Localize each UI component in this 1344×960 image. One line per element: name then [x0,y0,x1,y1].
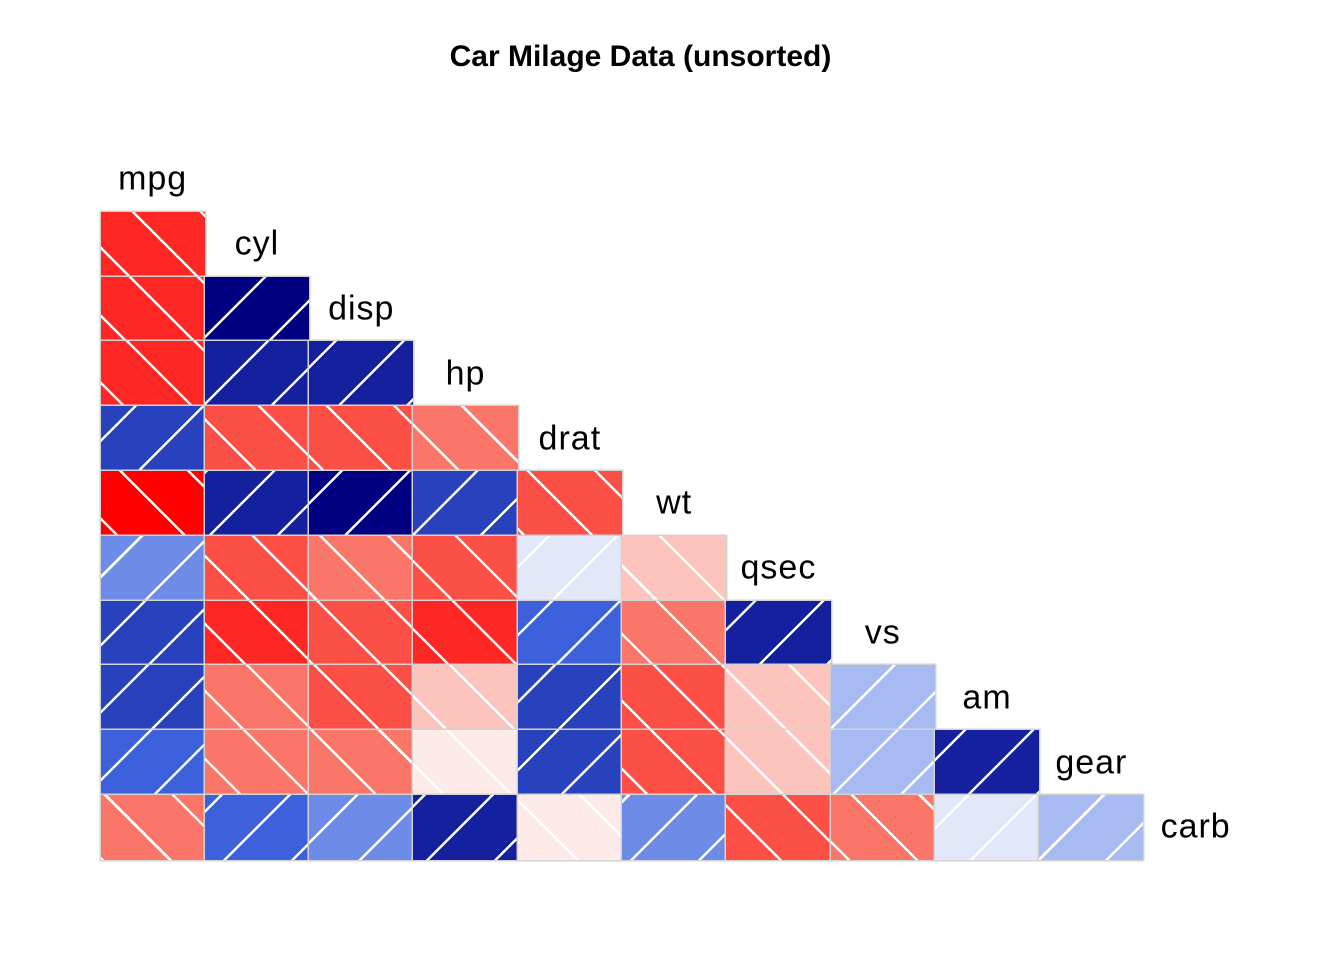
corr-cell-hp-mpg [100,341,205,407]
corr-cell-vs-drat [517,600,622,666]
var-label-drat: drat [538,419,602,458]
corr-cell-vs-cyl [204,600,310,666]
corr-cell-gear-qsec [726,730,831,795]
corr-cell-vs-hp [413,600,518,666]
corr-cell-carb-wt [622,795,727,860]
corr-cell-drat-mpg [100,406,205,471]
corr-cell-am-mpg [100,665,205,731]
corr-cell-disp-mpg [100,276,205,342]
var-label-mpg: mpg [118,159,188,198]
corr-cell-gear-mpg [100,730,205,795]
var-label-carb: carb [1160,807,1231,846]
corr-cell-vs-disp [309,600,414,666]
corr-cell-vs-wt [622,600,727,666]
corr-cell-wt-cyl [204,471,310,536]
corr-cell-drat-cyl [204,406,310,471]
corr-cell-carb-mpg [100,795,205,860]
corr-cell-wt-hp [413,471,518,536]
corr-cell-carb-disp [309,795,414,860]
corr-cell-qsec-drat [517,535,622,601]
corr-cell-drat-hp [413,406,518,471]
corr-cell-gear-vs [830,730,935,795]
corr-cell-gear-cyl [204,730,310,795]
corr-cell-cyl-mpg [100,211,205,277]
corr-cell-am-vs [830,665,935,731]
corr-cell-wt-mpg [100,471,205,536]
corr-cell-gear-wt [622,730,727,795]
corr-cell-vs-qsec [726,600,831,666]
corr-cell-gear-drat [517,730,622,795]
var-label-disp: disp [328,289,395,328]
var-label-wt: wt [656,483,693,522]
var-label-gear: gear [1055,743,1128,782]
corr-cell-qsec-mpg [100,535,205,601]
corr-cell-drat-disp [309,406,414,471]
corr-cell-vs-mpg [100,600,205,666]
chart-title: Car Milage Data (unsorted) [449,40,832,73]
corr-cell-am-wt [622,665,727,731]
corr-cell-carb-hp [413,795,518,860]
corr-cell-am-cyl [204,665,310,731]
corr-cell-am-qsec [726,665,831,731]
corr-cell-carb-gear [1039,795,1144,860]
corr-cell-am-disp [309,665,414,731]
corr-cell-am-hp [413,665,518,731]
corr-cell-gear-am [934,730,1040,795]
corr-cell-gear-hp [413,730,518,795]
corr-cell-wt-drat [517,471,622,536]
corr-cell-carb-vs [830,795,935,860]
corr-cell-qsec-wt [622,535,727,601]
var-label-qsec: qsec [740,548,817,587]
var-label-hp: hp [445,354,486,393]
corr-cell-wt-disp [309,471,414,536]
corr-cell-am-drat [517,665,622,731]
corr-cell-disp-cyl [204,276,310,342]
corr-cell-carb-cyl [204,795,310,860]
corr-cell-qsec-hp [413,535,518,601]
corr-cell-carb-qsec [726,795,831,860]
var-label-cyl: cyl [234,224,280,263]
corr-cell-carb-drat [517,795,622,860]
var-label-vs: vs [864,613,901,652]
var-label-am: am [962,678,1012,717]
corr-cell-hp-disp [309,341,414,407]
corr-cell-hp-cyl [204,341,310,407]
corr-cell-qsec-cyl [204,535,310,601]
corr-cell-gear-disp [309,730,414,795]
corr-cell-qsec-disp [309,535,414,601]
corr-cell-carb-am [934,795,1040,860]
